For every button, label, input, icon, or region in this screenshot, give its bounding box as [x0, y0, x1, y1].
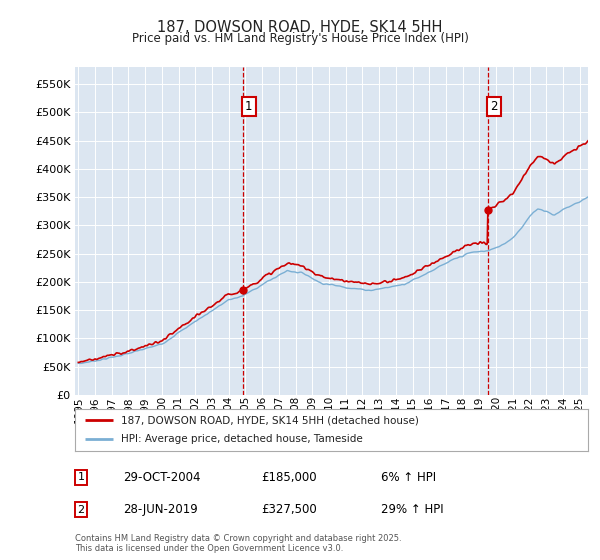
Text: 1: 1 [77, 472, 85, 482]
Text: 187, DOWSON ROAD, HYDE, SK14 5HH: 187, DOWSON ROAD, HYDE, SK14 5HH [157, 20, 443, 35]
Text: 6% ↑ HPI: 6% ↑ HPI [381, 470, 436, 484]
Text: Contains HM Land Registry data © Crown copyright and database right 2025.
This d: Contains HM Land Registry data © Crown c… [75, 534, 401, 553]
Text: 29% ↑ HPI: 29% ↑ HPI [381, 503, 443, 516]
Text: Price paid vs. HM Land Registry's House Price Index (HPI): Price paid vs. HM Land Registry's House … [131, 32, 469, 45]
Text: HPI: Average price, detached house, Tameside: HPI: Average price, detached house, Tame… [121, 435, 363, 445]
Text: 2: 2 [490, 100, 497, 113]
Text: 2: 2 [77, 505, 85, 515]
Text: 1: 1 [245, 100, 253, 113]
Text: £327,500: £327,500 [261, 503, 317, 516]
Text: 28-JUN-2019: 28-JUN-2019 [123, 503, 198, 516]
Text: £185,000: £185,000 [261, 470, 317, 484]
Text: 29-OCT-2004: 29-OCT-2004 [123, 470, 200, 484]
Text: 187, DOWSON ROAD, HYDE, SK14 5HH (detached house): 187, DOWSON ROAD, HYDE, SK14 5HH (detach… [121, 415, 419, 425]
